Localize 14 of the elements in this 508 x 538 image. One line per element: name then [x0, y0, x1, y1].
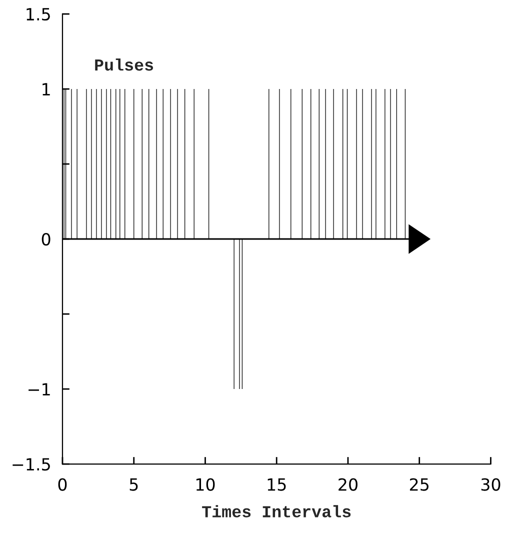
y-tick-label: −1.5: [12, 458, 50, 471]
x-tick-label: 15: [268, 478, 286, 491]
x-tick-label: 0: [58, 478, 67, 491]
y-tick-label: 0: [42, 232, 50, 246]
series-label: Pulses: [95, 58, 154, 71]
x-tick-label: 10: [196, 478, 215, 491]
y-tick-label: 1.5: [26, 8, 50, 21]
x-tick-label: 5: [130, 478, 138, 491]
y-tick-label: −1: [28, 383, 50, 396]
x-tick-label: 25: [410, 478, 428, 491]
x-tick-label: 20: [338, 478, 358, 491]
x-axis-title: Times Intervals: [202, 505, 351, 518]
y-tick-label: 1: [42, 83, 50, 96]
x-tick-label: 30: [481, 478, 500, 491]
